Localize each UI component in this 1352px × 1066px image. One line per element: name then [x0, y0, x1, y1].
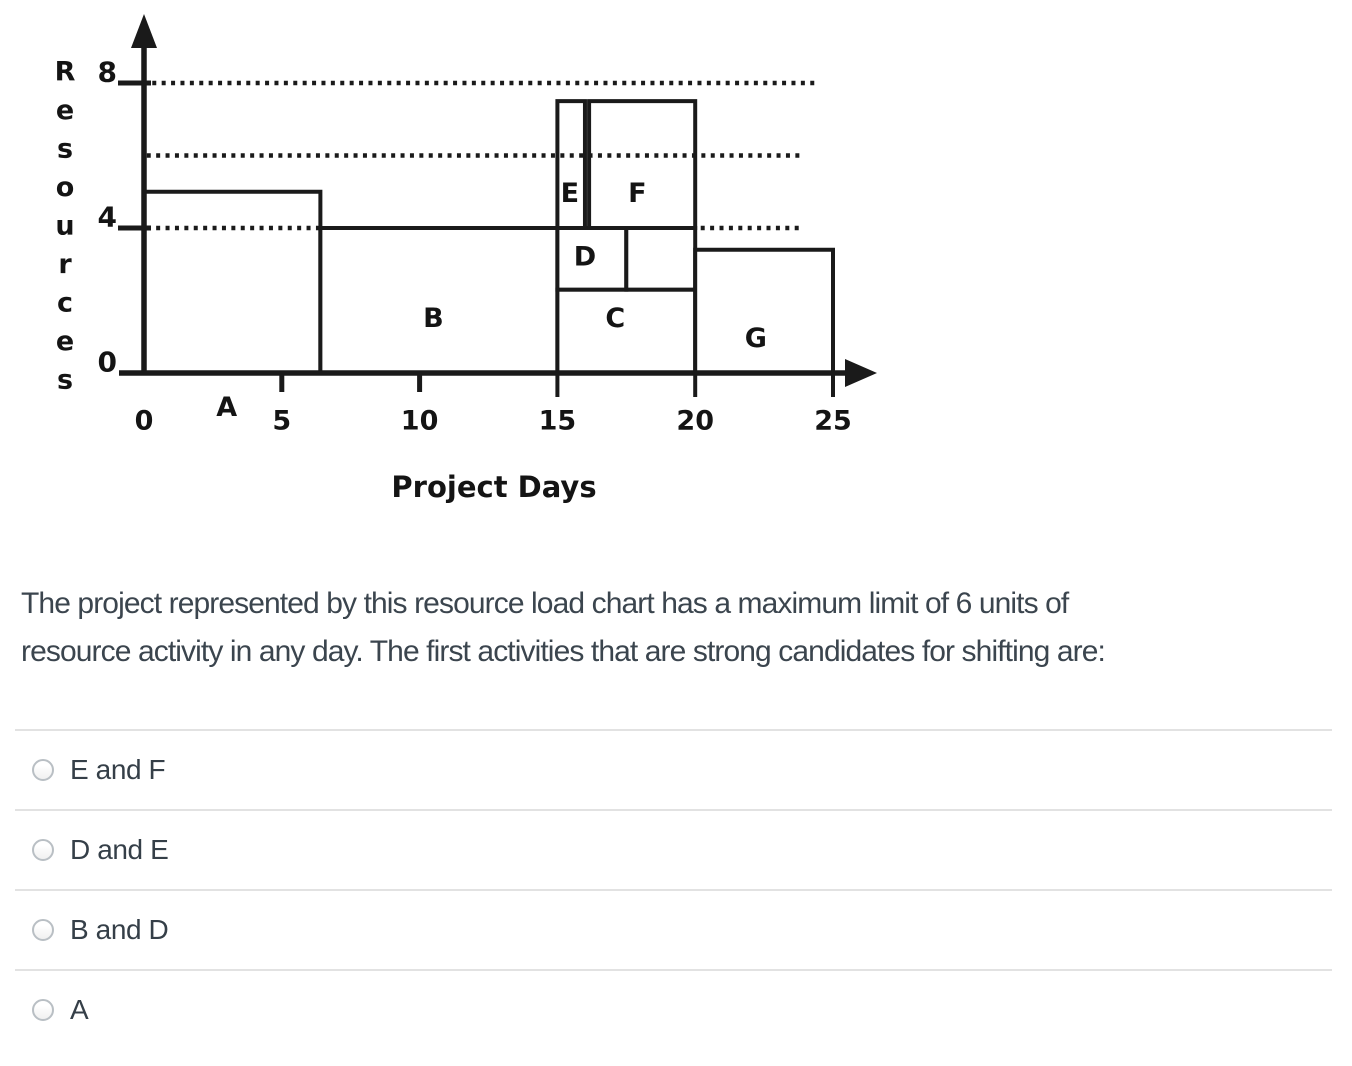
svg-text:8: 8: [98, 56, 117, 89]
svg-text:c: c: [57, 288, 73, 319]
svg-text:s: s: [57, 134, 73, 165]
question-text: The project represented by this resource…: [21, 580, 1106, 676]
svg-text:A: A: [216, 392, 237, 423]
svg-text:D: D: [574, 242, 596, 273]
chart-x-axis-title: Project Days: [391, 470, 596, 504]
svg-text:15: 15: [539, 406, 577, 437]
svg-text:R: R: [55, 57, 76, 88]
radio-button-icon[interactable]: [32, 759, 54, 781]
svg-text:0: 0: [135, 406, 154, 437]
chart-y-ticks: 8 4 0: [98, 56, 151, 379]
svg-text:10: 10: [401, 406, 439, 437]
chart-x-ticks: 0 5 10 15 20 25: [135, 374, 852, 437]
radio-button-icon[interactable]: [32, 839, 54, 861]
svg-text:G: G: [745, 323, 767, 354]
option-label[interactable]: B and D: [70, 914, 169, 945]
svg-text:o: o: [56, 172, 75, 203]
question-line-1: The project represented by this resource…: [21, 587, 1069, 620]
option-row-a[interactable]: A: [15, 969, 1332, 1049]
svg-text:4: 4: [98, 201, 117, 234]
chart-activity-labels: A B CD E F G: [216, 178, 767, 423]
svg-text:20: 20: [676, 406, 714, 437]
chart-activity-boxes: [142, 99, 836, 375]
svg-text:u: u: [55, 211, 74, 242]
svg-text:s: s: [57, 365, 73, 396]
svg-text:E: E: [561, 178, 579, 209]
chart-axes: [119, 14, 877, 387]
radio-button-icon[interactable]: [32, 919, 54, 941]
option-label[interactable]: A: [70, 994, 89, 1025]
option-row-e-and-f[interactable]: E and F: [15, 729, 1332, 809]
svg-text:0: 0: [98, 346, 117, 379]
svg-text:5: 5: [272, 406, 291, 437]
svg-text:Project Days: Project Days: [391, 470, 596, 504]
svg-text:e: e: [56, 95, 74, 126]
chart-dotted-limit-lines: [146, 80, 820, 231]
option-row-d-and-e[interactable]: D and E: [15, 809, 1332, 889]
option-label[interactable]: D and E: [70, 834, 169, 865]
option-label[interactable]: E and F: [70, 754, 166, 785]
option-row-b-and-d[interactable]: B and D: [15, 889, 1332, 969]
svg-text:B: B: [423, 303, 444, 334]
svg-text:r: r: [58, 249, 72, 280]
question-line-2: resource activity in any day. The first …: [21, 635, 1106, 668]
svg-text:e: e: [56, 326, 74, 357]
answer-options: E and F D and E B and D A: [0, 729, 1352, 1049]
radio-button-icon[interactable]: [32, 999, 54, 1021]
svg-text:25: 25: [814, 406, 852, 437]
svg-text:C: C: [605, 303, 625, 334]
svg-text:F: F: [628, 178, 646, 209]
